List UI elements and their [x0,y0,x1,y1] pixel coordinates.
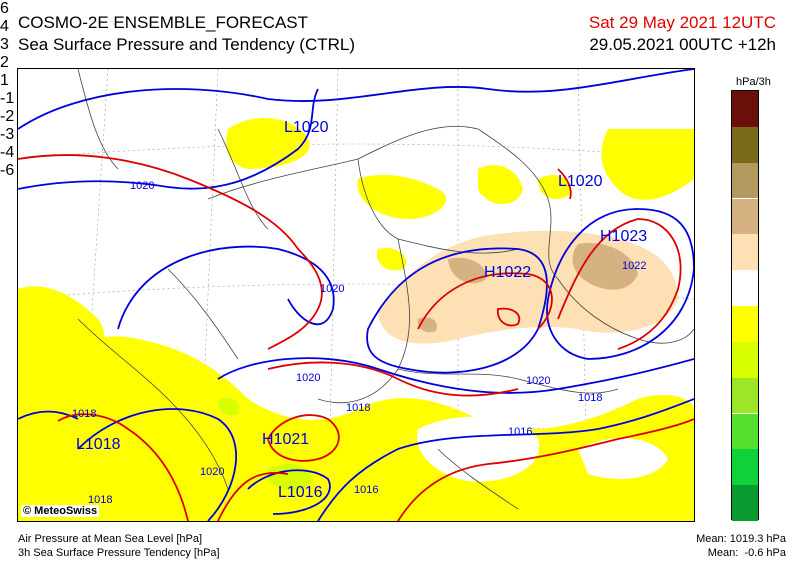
legend-tick: 2 [0,54,9,71]
chart-title: COSMO-2E ENSEMBLE_FORECAST Sea Surface P… [18,12,355,56]
isobar-value: 1018 [88,494,112,506]
legend-swatch [732,485,758,521]
copyright: © MeteoSwiss [21,505,100,517]
isobar-value: 1020 [526,375,550,387]
legend-swatch [732,341,758,378]
valid-time: Sat 29 May 2021 12UTC [588,13,776,32]
tendency-neutral [417,416,668,482]
legend-tick: 3 [0,36,9,53]
mean-tendency: Mean: -0.6 hPa [707,547,786,559]
isallobars-red [18,154,694,521]
isobar-value: 1016 [508,426,532,438]
color-legend [731,90,759,521]
legend-tick: 6 [0,0,9,17]
legend-unit: hPa/3h [736,76,771,88]
isobar-value: 1016 [354,484,378,496]
legend-swatch [732,234,758,271]
legend-swatch [732,306,758,342]
legend-tick: -6 [0,162,15,179]
legend-tick: -3 [0,126,15,143]
low-label-sw: L1018 [76,436,121,453]
low-label-top: L1020 [284,119,329,136]
map-canvas: L1020 L1020 L1018 L1016 H1023 H1022 H102… [18,69,694,521]
isobar-value: 1020 [296,372,320,384]
title-line-1: COSMO-2E ENSEMBLE_FORECAST [18,13,309,32]
isobar-labels: L1020 L1020 L1018 L1016 H1023 H1022 H102… [72,119,647,506]
legend-tick: -4 [0,144,15,161]
footer-line-1: Air Pressure at Mean Sea Level [hPa] [18,533,203,545]
legend-swatch [732,413,758,450]
legend-tick: 4 [0,18,9,35]
legend-tick: -1 [0,90,15,107]
country-borders [77,69,694,510]
legend-ticks: 6 4 3 2 1 -1 -2 -3 -4 -6 [0,0,800,180]
footer-line-2: 3h Sea Surface Pressure Tendency [hPa] [18,547,220,559]
low-label-south: L1016 [278,484,323,501]
isobar-value: 1020 [320,283,344,295]
isobar-value: 1018 [72,408,96,420]
legend-swatch [732,449,758,486]
isobar-value: 1020 [130,180,154,192]
title-line-2: Sea Surface Pressure and Tendency (CTRL) [18,35,356,54]
low-label-ne: L1020 [558,173,603,190]
legend-swatch [732,126,758,163]
weather-map: L1020 L1020 L1018 L1016 H1023 H1022 H102… [17,68,695,522]
high-label-centre: H1022 [484,264,531,281]
footer-right: Mean: 1019.3 hPa Mean: -0.6 hPa [696,532,786,560]
isobar-value: 1020 [200,466,224,478]
run-time: 29.05.2021 00UTC +12h [589,35,776,54]
legend-tick: 1 [0,72,9,89]
isobars-blue [18,69,694,521]
forecast-time: Sat 29 May 2021 12UTC 29.05.2021 00UTC +… [589,12,776,56]
legend-swatch [732,377,758,414]
legend-swatch [732,162,758,199]
isobar-value: 1018 [346,402,370,414]
isobar-value: 1018 [578,392,602,404]
isobar-value: 1022 [622,260,646,272]
tendency-positive-2 [417,243,638,333]
legend-tick: -2 [0,108,15,125]
legend-swatch [732,91,758,127]
high-label-south: H1021 [262,431,309,448]
high-label-east: H1023 [600,228,647,245]
mean-pressure: Mean: 1019.3 hPa [696,533,786,545]
legend-swatch [732,270,758,306]
legend-swatch [732,198,758,235]
footer-left: Air Pressure at Mean Sea Level [hPa] 3h … [18,532,220,560]
